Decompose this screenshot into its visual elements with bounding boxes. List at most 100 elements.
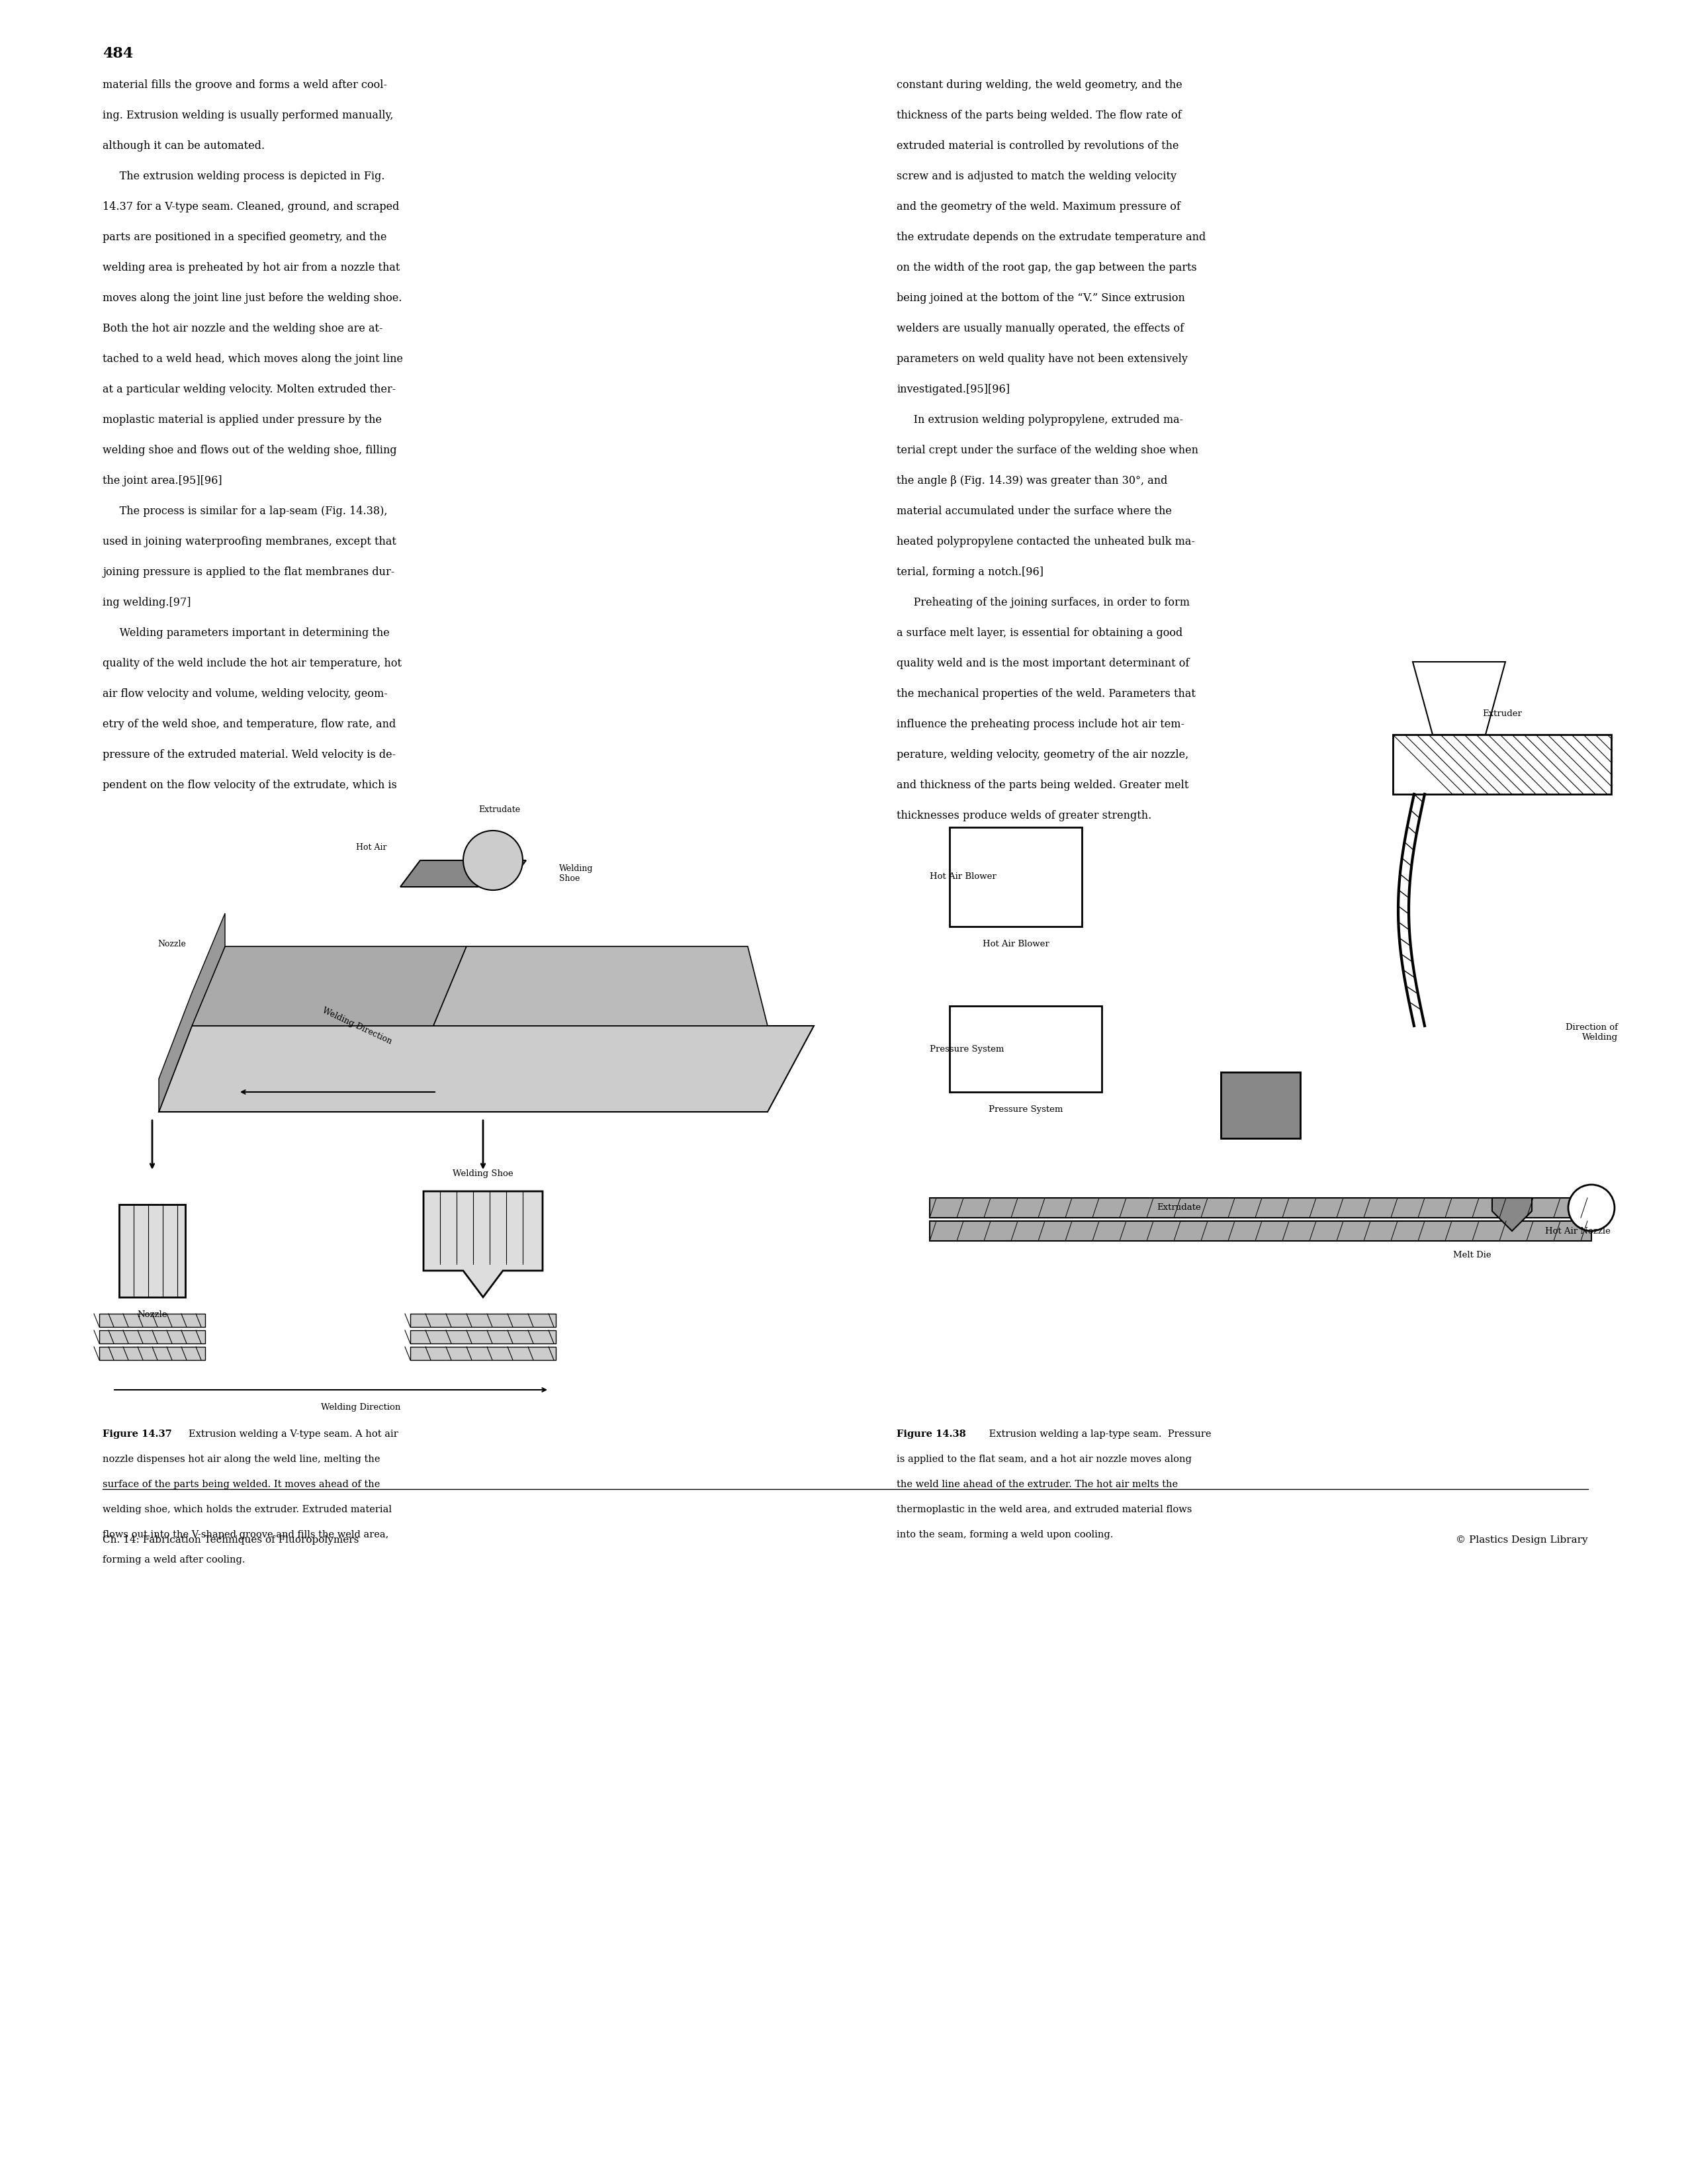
Text: Nozzle: Nozzle	[137, 1310, 167, 1319]
Text: quality weld and is the most important determinant of: quality weld and is the most important d…	[896, 657, 1190, 668]
Text: investigated.[95][96]: investigated.[95][96]	[896, 384, 1009, 395]
Text: the extrudate depends on the extrudate temperature and: the extrudate depends on the extrudate t…	[896, 232, 1205, 242]
Bar	[410, 1315, 555, 1328]
Text: perature, welding velocity, geometry of the air nozzle,: perature, welding velocity, geometry of …	[896, 749, 1188, 760]
Text: heated polypropylene contacted the unheated bulk ma-: heated polypropylene contacted the unhea…	[896, 535, 1195, 548]
Text: joining pressure is applied to the flat membranes dur-: joining pressure is applied to the flat …	[103, 566, 395, 579]
Text: 484: 484	[103, 46, 133, 61]
Bar	[100, 1330, 206, 1343]
Text: Extrudate: Extrudate	[1156, 1203, 1200, 1212]
Text: The process is similar for a lap-seam (Fig. 14.38),: The process is similar for a lap-seam (F…	[103, 507, 388, 518]
Bar	[950, 1007, 1102, 1092]
Polygon shape	[1492, 1197, 1531, 1232]
Polygon shape	[400, 860, 527, 887]
Text: Extruder: Extruder	[1482, 710, 1523, 719]
Text: Extrusion welding a V-type seam. A hot air: Extrusion welding a V-type seam. A hot a…	[189, 1431, 398, 1439]
Text: © Plastics Design Library: © Plastics Design Library	[1457, 1535, 1588, 1544]
Polygon shape	[1413, 662, 1506, 734]
Polygon shape	[159, 913, 225, 1112]
Bar	[100, 1315, 206, 1328]
Text: thicknesses produce welds of greater strength.: thicknesses produce welds of greater str…	[896, 810, 1151, 821]
Bar	[100, 1348, 206, 1361]
Text: In extrusion welding polypropylene, extruded ma-: In extrusion welding polypropylene, extr…	[896, 415, 1183, 426]
Text: parts are positioned in a specified geometry, and the: parts are positioned in a specified geom…	[103, 232, 387, 242]
Bar	[950, 828, 1082, 926]
Circle shape	[463, 830, 523, 891]
Bar	[1220, 1072, 1300, 1138]
Text: surface of the parts being welded. It moves ahead of the: surface of the parts being welded. It mo…	[103, 1481, 380, 1489]
Text: at a particular welding velocity. Molten extruded ther-: at a particular welding velocity. Molten…	[103, 384, 397, 395]
Text: ing. Extrusion welding is usually performed manually,: ing. Extrusion welding is usually perfor…	[103, 109, 393, 120]
Text: Hot Air Nozzle: Hot Air Nozzle	[1545, 1227, 1610, 1236]
Text: and the geometry of the weld. Maximum pressure of: and the geometry of the weld. Maximum pr…	[896, 201, 1180, 212]
Text: welding area is preheated by hot air from a nozzle that: welding area is preheated by hot air fro…	[103, 262, 400, 273]
Text: Direction of
Welding: Direction of Welding	[1565, 1022, 1617, 1042]
Text: Welding Direction: Welding Direction	[321, 1007, 393, 1046]
Text: Pressure System: Pressure System	[930, 1044, 1004, 1053]
Text: Hot Air Blower: Hot Air Blower	[982, 939, 1048, 948]
Text: and thickness of the parts being welded. Greater melt: and thickness of the parts being welded.…	[896, 780, 1188, 791]
Text: parameters on weld quality have not been extensively: parameters on weld quality have not been…	[896, 354, 1188, 365]
Text: Hot Air: Hot Air	[356, 843, 387, 852]
Polygon shape	[192, 946, 466, 1026]
Bar	[410, 1330, 555, 1343]
Bar	[930, 1197, 1592, 1219]
Text: Extrusion welding a lap-type seam.  Pressure: Extrusion welding a lap-type seam. Press…	[986, 1431, 1212, 1439]
Text: Hot Air Blower: Hot Air Blower	[930, 874, 996, 880]
Text: ing welding.[97]: ing welding.[97]	[103, 596, 191, 607]
Text: Welding Direction: Welding Direction	[321, 1402, 400, 1411]
Text: pendent on the flow velocity of the extrudate, which is: pendent on the flow velocity of the extr…	[103, 780, 397, 791]
Text: thickness of the parts being welded. The flow rate of: thickness of the parts being welded. The…	[896, 109, 1182, 120]
Text: Pressure System: Pressure System	[989, 1105, 1063, 1114]
Text: screw and is adjusted to match the welding velocity: screw and is adjusted to match the weldi…	[896, 170, 1177, 181]
Text: The extrusion welding process is depicted in Fig.: The extrusion welding process is depicte…	[103, 170, 385, 181]
Bar	[930, 1221, 1592, 1241]
Text: constant during welding, the weld geometry, and the: constant during welding, the weld geomet…	[896, 79, 1182, 92]
Text: used in joining waterproofing membranes, except that: used in joining waterproofing membranes,…	[103, 535, 397, 548]
Polygon shape	[424, 1190, 542, 1297]
Text: the joint area.[95][96]: the joint area.[95][96]	[103, 476, 223, 487]
Text: forming a weld after cooling.: forming a weld after cooling.	[103, 1555, 245, 1564]
Text: on the width of the root gap, the gap between the parts: on the width of the root gap, the gap be…	[896, 262, 1197, 273]
Text: Welding parameters important in determining the: Welding parameters important in determin…	[103, 627, 390, 638]
Text: Extrudate: Extrudate	[479, 806, 520, 815]
Text: being joined at the bottom of the “V.” Since extrusion: being joined at the bottom of the “V.” S…	[896, 293, 1185, 304]
Circle shape	[1568, 1184, 1614, 1232]
Text: the mechanical properties of the weld. Parameters that: the mechanical properties of the weld. P…	[896, 688, 1195, 699]
Text: Welding Shoe: Welding Shoe	[452, 1168, 513, 1177]
Text: nozzle dispenses hot air along the weld line, melting the: nozzle dispenses hot air along the weld …	[103, 1455, 380, 1463]
Text: moplastic material is applied under pressure by the: moplastic material is applied under pres…	[103, 415, 381, 426]
Text: welders are usually manually operated, the effects of: welders are usually manually operated, t…	[896, 323, 1183, 334]
Text: influence the preheating process include hot air tem-: influence the preheating process include…	[896, 719, 1185, 729]
Text: Ch. 14: Fabrication Techniques of Fluoropolymers: Ch. 14: Fabrication Techniques of Fluoro…	[103, 1535, 360, 1544]
Text: into the seam, forming a weld upon cooling.: into the seam, forming a weld upon cooli…	[896, 1531, 1112, 1540]
Text: moves along the joint line just before the welding shoe.: moves along the joint line just before t…	[103, 293, 402, 304]
Text: terial crept under the surface of the welding shoe when: terial crept under the surface of the we…	[896, 446, 1198, 456]
Bar	[120, 1206, 186, 1297]
Text: Both the hot air nozzle and the welding shoe are at-: Both the hot air nozzle and the welding …	[103, 323, 383, 334]
Text: Figure 14.38: Figure 14.38	[896, 1431, 966, 1439]
Text: material fills the groove and forms a weld after cool-: material fills the groove and forms a we…	[103, 79, 387, 92]
Text: pressure of the extruded material. Weld velocity is de-: pressure of the extruded material. Weld …	[103, 749, 395, 760]
Bar	[410, 1348, 555, 1361]
Text: extruded material is controlled by revolutions of the: extruded material is controlled by revol…	[896, 140, 1178, 151]
Text: etry of the weld shoe, and temperature, flow rate, and: etry of the weld shoe, and temperature, …	[103, 719, 397, 729]
Text: the angle β (Fig. 14.39) was greater than 30°, and: the angle β (Fig. 14.39) was greater tha…	[896, 476, 1168, 487]
Text: tached to a weld head, which moves along the joint line: tached to a weld head, which moves along…	[103, 354, 403, 365]
Text: flows out into the V-shaped groove and fills the weld area,: flows out into the V-shaped groove and f…	[103, 1531, 388, 1540]
Polygon shape	[434, 946, 768, 1026]
Text: material accumulated under the surface where the: material accumulated under the surface w…	[896, 507, 1171, 518]
Bar	[1393, 734, 1612, 795]
Text: welding shoe, which holds the extruder. Extruded material: welding shoe, which holds the extruder. …	[103, 1505, 392, 1514]
Text: air flow velocity and volume, welding velocity, geom-: air flow velocity and volume, welding ve…	[103, 688, 388, 699]
Text: the weld line ahead of the extruder. The hot air melts the: the weld line ahead of the extruder. The…	[896, 1481, 1178, 1489]
Text: a surface melt layer, is essential for obtaining a good: a surface melt layer, is essential for o…	[896, 627, 1183, 638]
Text: quality of the weld include the hot air temperature, hot: quality of the weld include the hot air …	[103, 657, 402, 668]
Text: is applied to the flat seam, and a hot air nozzle moves along: is applied to the flat seam, and a hot a…	[896, 1455, 1192, 1463]
Polygon shape	[159, 1026, 814, 1112]
Text: Melt Die: Melt Die	[1453, 1251, 1492, 1260]
Text: thermoplastic in the weld area, and extruded material flows: thermoplastic in the weld area, and extr…	[896, 1505, 1192, 1514]
Text: welding shoe and flows out of the welding shoe, filling: welding shoe and flows out of the weldin…	[103, 446, 397, 456]
Text: 14.37 for a V-type seam. Cleaned, ground, and scraped: 14.37 for a V-type seam. Cleaned, ground…	[103, 201, 400, 212]
Text: Welding
Shoe: Welding Shoe	[559, 865, 592, 882]
